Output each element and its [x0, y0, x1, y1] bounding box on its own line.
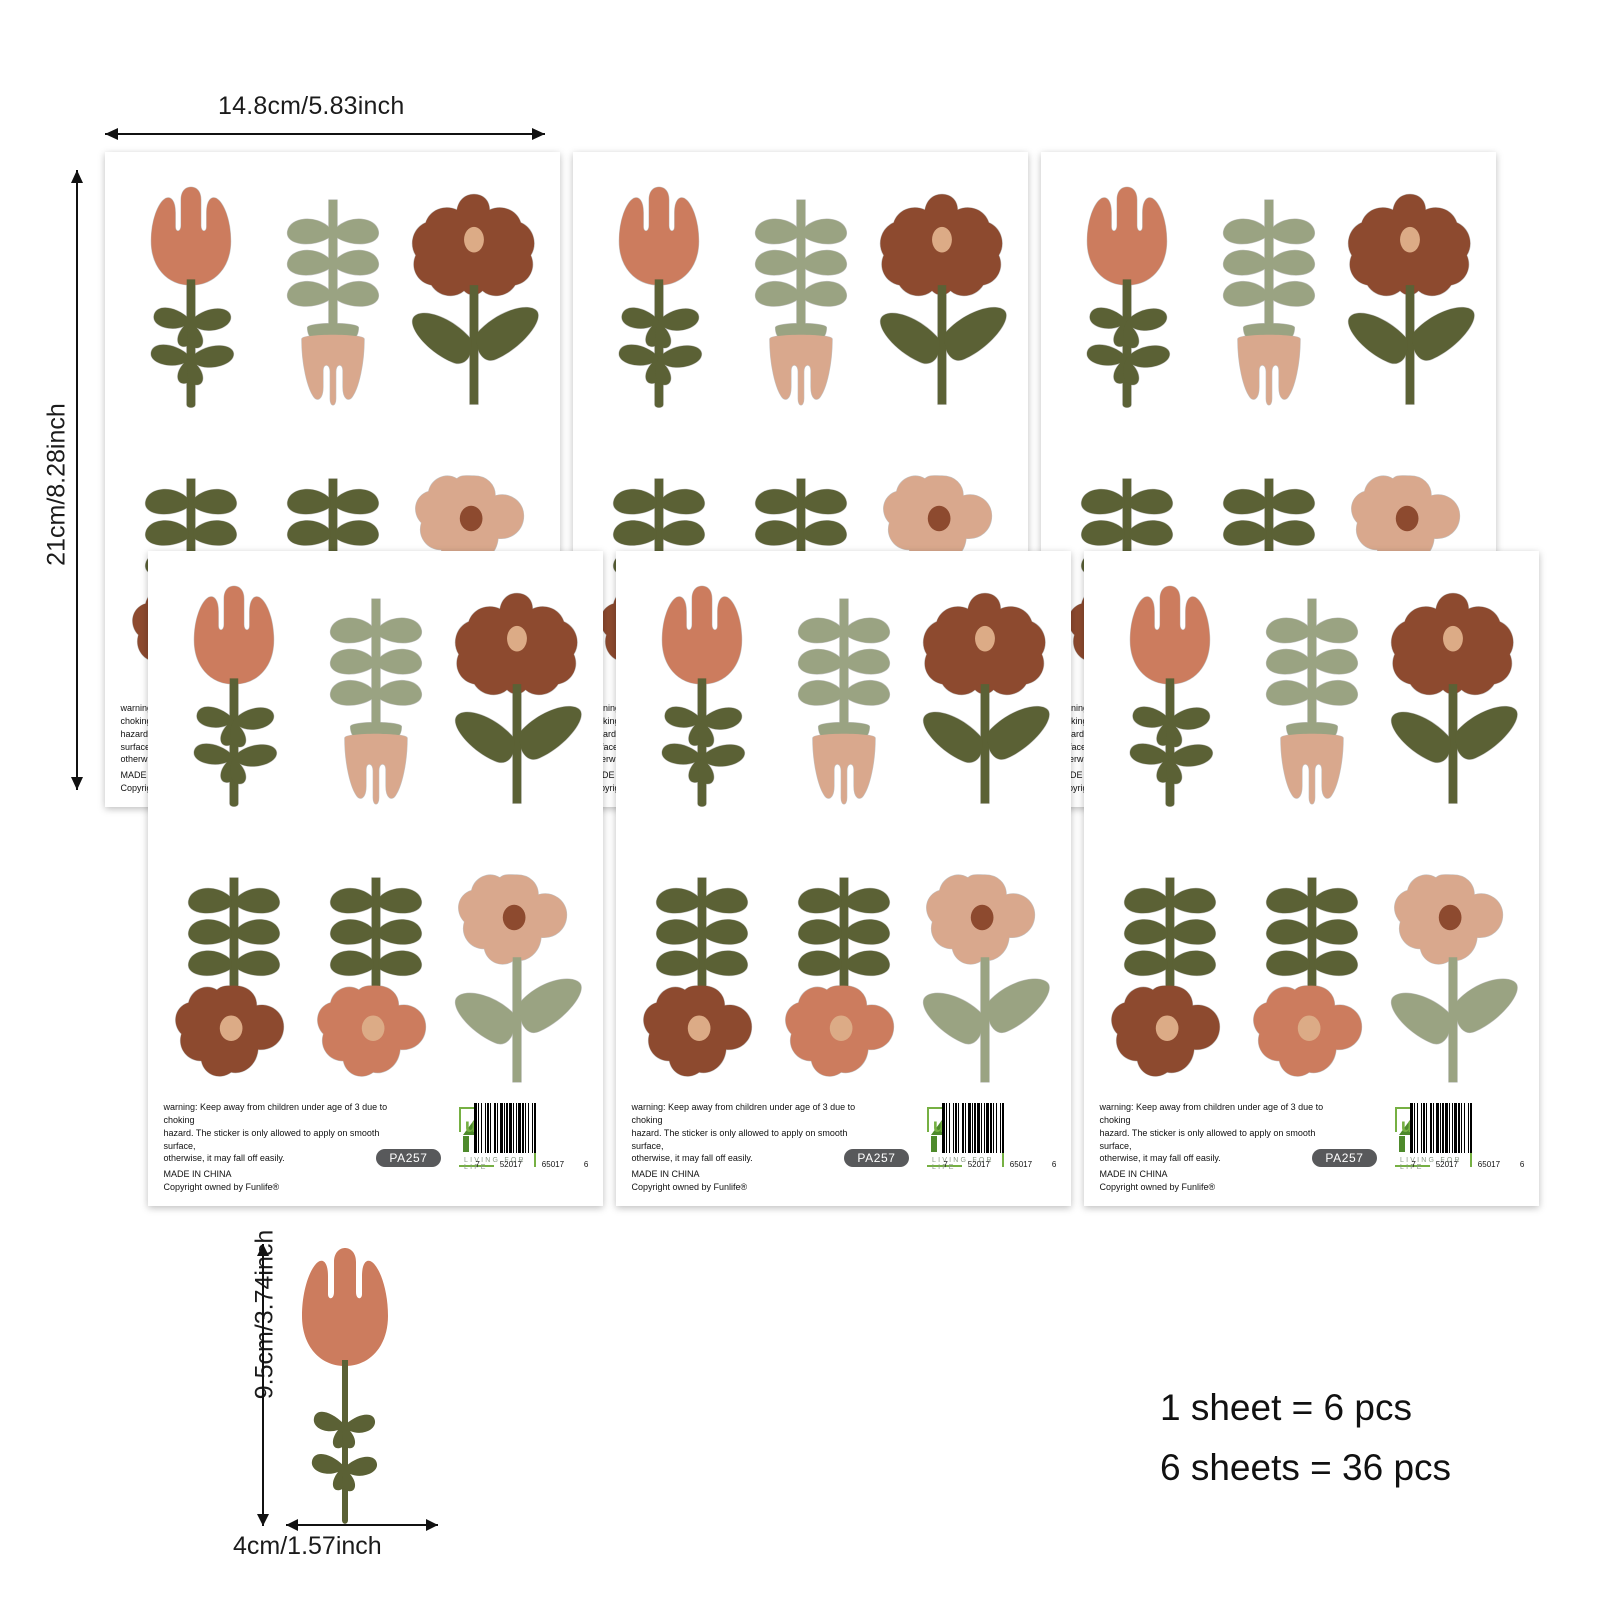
sticker-rust-five-petal-leafy [871, 166, 1013, 441]
warning-line-2: hazard. The sticker is only allowed to a… [631, 1127, 848, 1151]
warning-line-3: otherwise, it may fall off easily. [163, 1153, 285, 1164]
warning-line-3: otherwise, it may fall off easily. [1099, 1153, 1221, 1164]
sticker-olive-fern-rust-daisy [631, 841, 773, 1116]
quantity-text: 1 sheet = 6 pcs 6 sheets = 36 pcs [1160, 1378, 1451, 1498]
warning-text: warning: Keep away from children under a… [1099, 1101, 1346, 1193]
sheet-width-label: 14.8cm/5.83inch [218, 92, 405, 120]
copyright-label: Copyright owned by Funlife® [631, 1181, 748, 1192]
sample-width-arrow [286, 1519, 438, 1531]
sample-height-arrow [257, 1244, 269, 1526]
brand-tagline-label: LIVING FOR LIFE [464, 1156, 526, 1171]
sticker-olive-fern-rust-daisy [1099, 841, 1241, 1116]
made-in-label: MADE IN CHINA [631, 1169, 700, 1180]
sticker-olive-fern-terracotta-daisy [1241, 841, 1383, 1116]
made-in-label: MADE IN CHINA [163, 1169, 232, 1180]
barcode-bars [942, 1103, 1057, 1154]
qty-line-1: 1 sheet = 6 pcs [1160, 1387, 1412, 1428]
sticker-rust-five-petal-leafy [403, 166, 545, 441]
sku-badge: PA257 [844, 1148, 909, 1167]
sticker-tulip-terracotta-olive-stem [631, 565, 773, 840]
sticker-olive-fern-terracotta-daisy [773, 841, 915, 1116]
sticker-sage-fern-bell-flower [773, 565, 915, 840]
sku-badge: PA257 [376, 1148, 441, 1167]
sheet-front-2: warning: Keep away from children under a… [616, 551, 1071, 1206]
sheet-width-arrow [105, 128, 545, 140]
warning-line-2: hazard. The sticker is only allowed to a… [1099, 1127, 1316, 1151]
sticker-tulip-terracotta-olive-stem [120, 166, 262, 441]
sample-tulip-sticker [280, 1228, 410, 1538]
sample-height-label: 9.5cm/3.74inch [250, 1229, 279, 1400]
qty-line-2: 6 sheets = 36 pcs [1160, 1446, 1452, 1488]
copyright-label: Copyright owned by Funlife® [1099, 1181, 1216, 1192]
sticker-tulip-terracotta-olive-stem [1099, 565, 1241, 840]
sticker-blush-daisy-sage-leaves [1382, 841, 1524, 1116]
barcode-bars [1410, 1103, 1525, 1154]
sample-width-label: 4cm/1.57inch [233, 1532, 382, 1560]
made-in-label: MADE IN CHINA [1099, 1169, 1168, 1180]
sticker-rust-five-petal-leafy [1382, 565, 1524, 840]
warning-text: warning: Keep away from children under a… [631, 1101, 878, 1193]
sticker-olive-fern-terracotta-daisy [305, 841, 447, 1116]
sticker-sage-fern-bell-flower [730, 166, 872, 441]
warning-line-1: warning: Keep away from children under a… [163, 1102, 388, 1125]
sticker-sage-fern-bell-flower [262, 166, 404, 441]
sticker-sage-fern-bell-flower [1241, 565, 1383, 840]
sheet-footer: warning: Keep away from children under a… [631, 1101, 1057, 1193]
sticker-tulip-terracotta-olive-stem [588, 166, 730, 441]
warning-text: warning: Keep away from children under a… [163, 1101, 410, 1193]
sheet-front-1: warning: Keep away from children under a… [148, 551, 603, 1206]
sticker-rust-five-petal-leafy [914, 565, 1056, 840]
warning-line-1: warning: Keep away from children under a… [1099, 1102, 1324, 1125]
sticker-grid [1099, 565, 1525, 1115]
copyright-label: Copyright owned by Funlife® [163, 1181, 280, 1192]
sticker-sage-fern-bell-flower [1198, 166, 1340, 441]
sticker-grid [631, 565, 1057, 1115]
sticker-blush-daisy-sage-leaves [446, 841, 588, 1116]
sheet-height-arrow [71, 170, 83, 790]
sticker-grid [163, 565, 589, 1115]
sheet-height-label: 21cm/8.28inch [42, 403, 71, 566]
brand-tagline-label: LIVING FOR LIFE [932, 1156, 994, 1171]
sticker-rust-five-petal-leafy [1339, 166, 1481, 441]
warning-line-2: hazard. The sticker is only allowed to a… [163, 1127, 380, 1151]
sticker-tulip-terracotta-olive-stem [1056, 166, 1198, 441]
sticker-rust-five-petal-leafy [446, 565, 588, 840]
sticker-olive-fern-rust-daisy [163, 841, 305, 1116]
sku-badge: PA257 [1312, 1148, 1377, 1167]
warning-line-3: otherwise, it may fall off easily. [631, 1153, 753, 1164]
barcode-bars [474, 1103, 589, 1154]
warning-line-1: warning: Keep away from children under a… [631, 1102, 856, 1125]
sticker-sage-fern-bell-flower [305, 565, 447, 840]
sticker-tulip-terracotta-olive-stem [163, 565, 305, 840]
sheet-front-3: warning: Keep away from children under a… [1084, 551, 1539, 1206]
brand-tagline-label: LIVING FOR LIFE [1400, 1156, 1462, 1171]
sticker-blush-daisy-sage-leaves [914, 841, 1056, 1116]
sheet-footer: warning: Keep away from children under a… [163, 1101, 589, 1193]
sheet-footer: warning: Keep away from children under a… [1099, 1101, 1525, 1193]
